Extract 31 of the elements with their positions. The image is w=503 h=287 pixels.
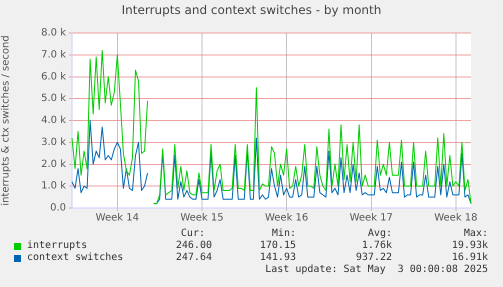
- text: 246.00: [176, 240, 212, 251]
- y-tick-label: 4.0 k: [41, 115, 66, 126]
- text: Avg:: [368, 228, 392, 239]
- text: 937.22: [356, 252, 392, 263]
- legend-label: context switches: [27, 252, 124, 263]
- y-tick-label: 8.0 k: [41, 28, 66, 39]
- text: 16.91k: [452, 252, 488, 263]
- y-axis-title: interrupts & ctx switches / second: [0, 35, 12, 206]
- y-tick-label: 7.0 k: [41, 49, 66, 60]
- text: 170.15: [260, 240, 296, 251]
- text: 1.76k: [362, 240, 392, 251]
- text: Cur:: [180, 228, 205, 239]
- x-tick-label: Week 18: [434, 212, 478, 224]
- y-tick-label: 0.0: [50, 202, 66, 214]
- y-tick-label: 2.0 k: [41, 158, 66, 170]
- chart-title: Interrupts and context switches - by month: [120, 3, 382, 17]
- legend-label: interrupts: [27, 240, 88, 251]
- text: Min:: [272, 228, 296, 239]
- x-tick-label: Week 17: [350, 212, 393, 224]
- y-tick-label: 6.0 k: [41, 71, 66, 82]
- text: 19.93k: [452, 240, 488, 251]
- x-tick-label: Week 15: [180, 212, 224, 224]
- x-tick-label: Week 16: [264, 212, 308, 224]
- text: 247.64: [176, 252, 212, 263]
- text: 141.93: [260, 252, 296, 263]
- y-tick-label: 3.0 k: [41, 136, 66, 148]
- text: Last update: Sat May 3 00:00:08 2025: [265, 264, 488, 275]
- y-tick-label: 1.0 k: [41, 180, 66, 192]
- x-tick-label: Week 14: [96, 212, 139, 224]
- y-tick-label: 5.0 k: [41, 93, 66, 104]
- text: Max:: [464, 228, 488, 239]
